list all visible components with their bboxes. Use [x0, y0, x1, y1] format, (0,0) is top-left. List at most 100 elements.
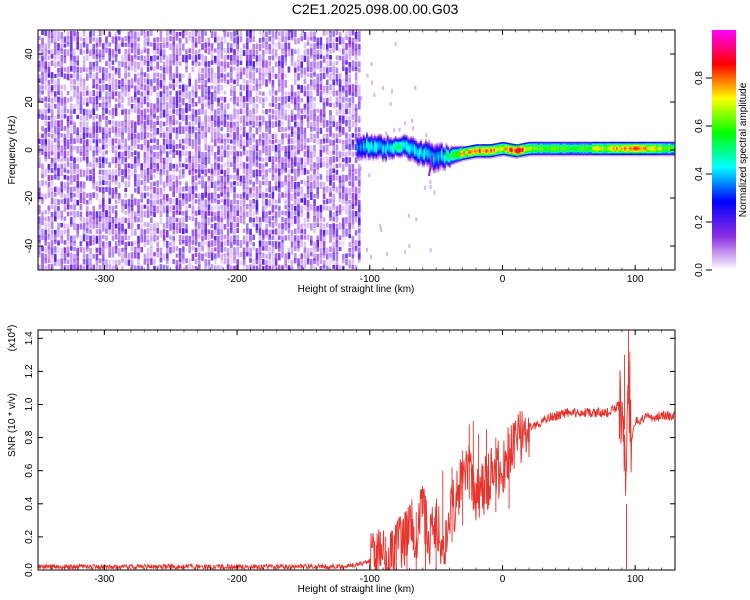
spectrogram-noise-cell — [220, 115, 223, 122]
spectrogram-noise-cell — [98, 169, 102, 175]
spectrogram-noise-cell — [105, 67, 108, 74]
spectrogram-noise-cell — [98, 66, 102, 73]
spectrogram-signal-cell — [479, 157, 481, 159]
spectrogram-noise-cell — [182, 97, 185, 106]
spectrogram-signal-cell — [391, 152, 394, 155]
spectrogram-signal-cell — [364, 154, 367, 157]
spectrogram-signal-cell — [410, 150, 413, 152]
spectrogram-signal-cell — [453, 151, 456, 153]
spectrogram-noise-cell — [329, 115, 332, 123]
spectrogram-noise-cell — [198, 199, 201, 206]
spectrogram-noise-cell — [108, 229, 111, 236]
spectrogram-noise-cell — [322, 247, 326, 256]
spectrogram-noise-cell — [348, 30, 351, 36]
spectrogram-noise-cell — [345, 115, 348, 123]
spectrogram-noise-cell — [217, 241, 220, 247]
spectrogram-noise-cell — [89, 192, 92, 201]
spectrogram-signal-cell — [428, 141, 430, 143]
spectrogram-signal-cell — [460, 150, 462, 153]
spectrogram-noise-cell — [124, 36, 127, 42]
spectrogram-noise-cell — [124, 181, 127, 187]
spectrogram-signal-cell — [378, 133, 381, 135]
spectrogram-noise-cell — [191, 55, 195, 61]
spectrogram-noise-cell — [76, 114, 79, 119]
spectrogram-noise-cell — [233, 49, 236, 56]
spectrogram-noise-cell — [294, 114, 297, 121]
spectrogram-noise-cell — [300, 265, 303, 270]
spectrogram-noise-cell — [114, 85, 118, 91]
spectrogram-noise-cell — [121, 104, 124, 112]
spectrogram-noise-cell — [351, 48, 355, 56]
spectrogram-noise-cell — [274, 234, 278, 243]
spectrogram-noise-cell — [303, 260, 307, 268]
spectrogram-noise-cell — [79, 211, 83, 218]
spectrogram-noise-cell — [326, 30, 329, 36]
spectrogram-noise-cell — [73, 108, 76, 114]
spectrogram-noise-cell — [306, 150, 310, 158]
spectrogram-noise-cell — [156, 222, 159, 231]
spectrogram-noise-cell — [44, 54, 47, 61]
spectrogram-noise-cell — [239, 193, 243, 199]
spectrogram-signal-cell — [512, 149, 515, 151]
spectrogram-signal-cell — [501, 149, 504, 151]
spectrogram-noise-cell — [274, 133, 278, 139]
spectrogram-noise-cell — [306, 72, 310, 77]
spectrogram-noise-cell — [146, 253, 150, 262]
spectrogram-signal-cell — [394, 147, 397, 150]
spectrogram-noise-cell — [226, 205, 230, 212]
spectrogram-noise-cell — [342, 258, 345, 264]
spectrogram-noise-cell — [281, 181, 284, 188]
spectrogram-signal-cell — [475, 144, 478, 146]
spectrogram-noise-cell — [89, 96, 92, 104]
spectrogram-signal-cell — [367, 158, 370, 161]
spectrogram-noise-cell — [351, 241, 355, 249]
spectrogram-noise-cell — [210, 133, 214, 139]
spectrogram-signal-cell — [442, 167, 445, 170]
spectrogram-signal-cell — [461, 148, 464, 151]
spectrogram-noise-cell — [345, 193, 348, 201]
spectrogram-noise-cell — [207, 61, 211, 67]
spectrogram-noise-cell — [76, 247, 79, 256]
spectrogram-noise-cell — [201, 90, 204, 97]
spectrogram-signal-cell — [421, 147, 424, 149]
spectrogram-signal-cell — [404, 141, 407, 143]
spectrogram-noise-cell — [223, 211, 227, 220]
spectrogram-signal-cell — [370, 154, 373, 156]
spectrogram-signal-cell — [474, 144, 477, 147]
spectrogram-noise-cell — [86, 90, 89, 96]
spectrogram-noise-cell — [105, 144, 108, 149]
spectrogram-noise-cell — [271, 186, 275, 193]
spectrogram-noise-cell — [226, 133, 230, 138]
spectrogram-noise-cell — [95, 222, 99, 228]
spectrogram-signal-cell — [442, 161, 445, 164]
spectrogram-speckle-cell — [366, 73, 369, 78]
spectrogram-noise-cell — [313, 121, 316, 127]
spectrogram-noise-cell — [319, 90, 323, 98]
spectrogram-signal-cell — [440, 158, 443, 160]
spectrogram-noise-cell — [278, 198, 281, 204]
spectrogram-signal-cell — [405, 140, 408, 143]
spectrogram-signal-cell — [361, 153, 364, 155]
spectrogram-noise-cell — [79, 146, 83, 154]
spectrogram-signal-cell — [383, 146, 386, 148]
spectrogram-signal-cell — [458, 155, 461, 157]
spectrogram-noise-cell — [322, 187, 326, 195]
spectrogram-signal-cell — [440, 147, 443, 150]
spectrogram-noise-cell — [185, 144, 188, 150]
spectrogram-noise-cell — [329, 216, 332, 222]
spectrogram-signal-cell — [362, 155, 365, 158]
spectrogram-signal-cell — [526, 143, 529, 146]
spectrogram-noise-cell — [246, 60, 249, 69]
spectrogram-noise-cell — [182, 186, 185, 192]
spectrogram-noise-cell — [210, 145, 214, 152]
spectrogram-noise-cell — [105, 210, 108, 218]
spectrogram-noise-cell — [118, 79, 121, 85]
spectrogram-noise-cell — [73, 175, 76, 182]
spectrogram-noise-cell — [143, 132, 147, 140]
spectrogram-noise-cell — [44, 127, 47, 135]
spectrogram-noise-cell — [236, 252, 239, 258]
spectrogram-noise-cell — [310, 247, 313, 255]
spectrogram-noise-cell — [76, 31, 79, 40]
spectrogram-noise-cell — [50, 60, 54, 66]
spectrogram-noise-cell — [169, 90, 172, 96]
